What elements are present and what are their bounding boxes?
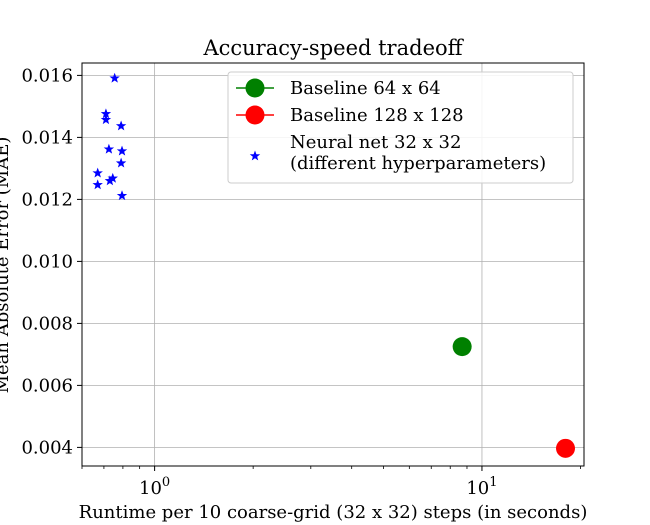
baseline-point — [556, 438, 576, 458]
x-tick-label: 100 — [139, 475, 170, 499]
x-tick-label: 101 — [466, 475, 497, 499]
neural-net-point — [109, 72, 120, 83]
y-tick-label: 0.012 — [21, 189, 73, 210]
y-tick-label: 0.016 — [21, 65, 73, 86]
legend: Baseline 64 x 64 Baseline 128 x 128 Neural… — [227, 71, 574, 184]
neural-net-point — [115, 120, 127, 131]
neural-net-point — [92, 179, 103, 190]
y-axis-label: Mean Absolute Error (MAE) — [0, 137, 13, 394]
axis-ticks: 0.004 0.006 0.008 0.010 0.012 0.014 0.016 100 10… — [21, 65, 581, 499]
neural-net-point — [115, 157, 127, 168]
chart-title: Accuracy-speed tradeoff — [202, 36, 464, 60]
neural-net-point — [104, 175, 116, 186]
neural-net-point — [116, 145, 128, 156]
legend-label: Baseline 128 x 128 — [290, 105, 464, 126]
y-tick-label: 0.004 — [21, 437, 73, 458]
legend-label: Neural net 32 x 32 (different hyperparame… — [290, 132, 546, 174]
y-tick-label: 0.008 — [21, 313, 73, 334]
neural-net-point — [92, 167, 103, 178]
legend-box — [227, 71, 574, 184]
legend-marker — [245, 105, 265, 125]
y-tick-label: 0.010 — [21, 251, 73, 272]
plot-frame — [81, 62, 585, 467]
baseline-point — [452, 337, 472, 357]
data-layer — [92, 72, 576, 458]
y-tick-label: 0.014 — [21, 127, 73, 148]
neural-net-point — [116, 190, 128, 201]
legend-marker — [245, 78, 265, 98]
legend-label: Baseline 64 x 64 — [290, 78, 441, 99]
legend-marker — [249, 150, 261, 161]
y-tick-label: 0.006 — [21, 375, 73, 396]
x-axis-label: Runtime per 10 coarse-grid (32 x 32) ste… — [79, 502, 588, 523]
neural-net-point — [103, 143, 115, 154]
neural-net-point — [100, 114, 112, 125]
